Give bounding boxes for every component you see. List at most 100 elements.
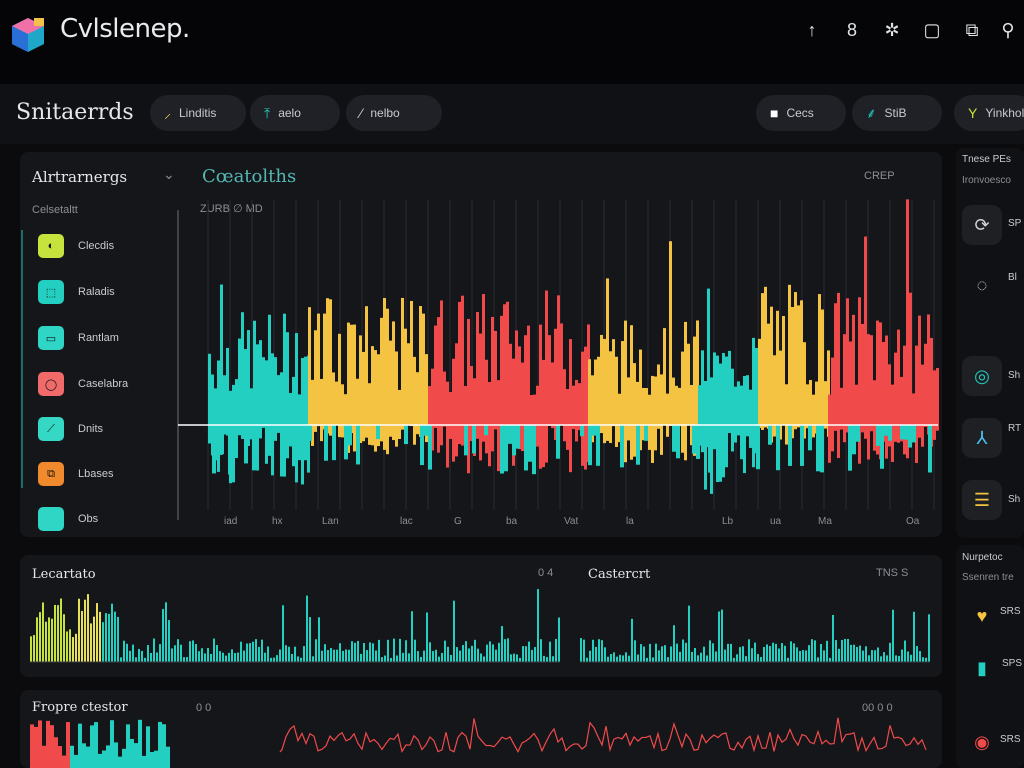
chart-bar [425, 354, 428, 443]
chart-bar [669, 241, 672, 426]
mini-bar [552, 656, 554, 662]
chart-bar [672, 377, 675, 450]
bottom-chart [30, 717, 927, 768]
chart-bar [740, 385, 743, 460]
mini-bar [198, 651, 200, 662]
mini-bar [465, 641, 467, 662]
bars-icon[interactable]: ▮ [977, 657, 987, 678]
mini-bar [871, 650, 873, 662]
legend-item[interactable]: ⟋ Dnits [38, 416, 103, 442]
filter-pill-1[interactable]: ⸝ Linditis [150, 95, 246, 131]
chart-bar [256, 344, 259, 471]
mini-bar [489, 641, 491, 662]
chart-bar [666, 393, 669, 437]
mini-bar [132, 644, 134, 662]
mini-bar [255, 639, 257, 662]
mini-bar [721, 609, 723, 662]
legend-item[interactable]: ▭ Rantlam [38, 325, 119, 351]
mini-bar [240, 641, 242, 662]
side2-item-3: SRS [1000, 734, 1021, 745]
mini-bar [306, 595, 308, 662]
mini-bar [664, 645, 666, 662]
square-icon: ■ [770, 105, 779, 121]
chart-bar [560, 323, 563, 426]
chart-bar [906, 199, 909, 459]
legend-item[interactable]: ◐ Clecdis [38, 233, 114, 259]
legend-item[interactable]: ⬚ Raladis [38, 279, 115, 305]
chart-bar [644, 425, 648, 441]
action-pill-2[interactable]: ⸙ StiB [852, 95, 942, 131]
action-pill-1[interactable]: ■ Cecs [756, 95, 846, 131]
chart-bar [837, 292, 840, 459]
mini-bar [360, 653, 362, 662]
chart-bar [584, 346, 587, 470]
mini-bar [495, 649, 497, 662]
mini-bar [847, 638, 849, 662]
upload-icon[interactable]: ↑ [807, 19, 817, 40]
mini-bar [802, 650, 804, 662]
chart-bar [880, 425, 884, 469]
mini-bar [739, 647, 741, 662]
legend-item[interactable]: Obs [38, 506, 98, 532]
side-item-3: Sh [1008, 370, 1021, 381]
bottom-bar [118, 756, 122, 768]
mini-bar [234, 653, 236, 662]
chart-bar [921, 364, 924, 447]
mini-bar [865, 646, 867, 662]
legend-item[interactable]: ◯ Caselabra [38, 371, 128, 397]
window-icon[interactable]: ▢ [923, 19, 941, 40]
chart-bar [284, 425, 288, 449]
filter-pill-2[interactable]: ⤒ aelo [250, 95, 340, 131]
search-icon[interactable]: ⚲ [1001, 19, 1015, 40]
chart-bar [320, 378, 323, 442]
mini-bar [772, 642, 774, 662]
lock-icon[interactable]: 8 [846, 19, 857, 40]
chevron-down-icon[interactable]: ⌄ [163, 166, 175, 182]
mini-bar [129, 650, 131, 662]
export-icon[interactable]: ⧉ [965, 19, 979, 40]
mini-bar [405, 640, 407, 662]
mini-bar [246, 643, 248, 662]
chart-bar [347, 322, 350, 453]
chart-bar [803, 342, 806, 439]
bottom-bar [70, 745, 74, 768]
mini-bar [922, 657, 924, 662]
chart-bar [434, 325, 437, 429]
heart-icon[interactable]: ♥ [976, 605, 988, 626]
chart-bar [324, 425, 328, 461]
mini-bar [531, 649, 533, 662]
settings-icon[interactable]: ◎ [962, 356, 1002, 396]
bottom-bar [38, 720, 42, 768]
chart-bar [930, 337, 933, 447]
mini-bar [444, 640, 446, 662]
mini-chart-2-meta: TNS S [876, 567, 909, 579]
chart-bar [927, 314, 930, 435]
refresh-icon[interactable]: ⟳ [962, 205, 1002, 245]
chart-bar [620, 425, 624, 468]
gauge-icon[interactable]: ◌ [976, 274, 988, 295]
mini-bar [748, 639, 750, 662]
chart-bar [344, 394, 347, 439]
chart-bar [716, 425, 720, 436]
mini-bar [267, 646, 269, 662]
chart-bar [675, 385, 678, 444]
chart-bar [891, 384, 894, 462]
chart-bar [818, 294, 821, 436]
bug-icon[interactable]: ✲ [884, 19, 900, 40]
chart-bar [265, 360, 268, 464]
legend-swatch-icon: ◯ [38, 372, 64, 396]
mini-bar [294, 646, 296, 662]
mini-bar [895, 655, 897, 662]
bottom-bar [82, 743, 86, 768]
chart-bar [648, 394, 651, 450]
chart-bar [904, 425, 908, 440]
location-icon[interactable]: ◉ [974, 731, 990, 752]
action-pill-3[interactable]: Y Yinkhol [954, 95, 1024, 131]
legend-item[interactable]: ⧉ Lbases [38, 461, 113, 487]
person-icon[interactable]: ⅄ [962, 418, 1002, 458]
filter-pill-3[interactable]: ⁄ nelbo [346, 95, 442, 131]
menu-icon[interactable]: ☰ [962, 480, 1002, 520]
chart-bar [244, 425, 248, 464]
chart-bar [864, 236, 867, 439]
mini-bar [601, 640, 603, 662]
